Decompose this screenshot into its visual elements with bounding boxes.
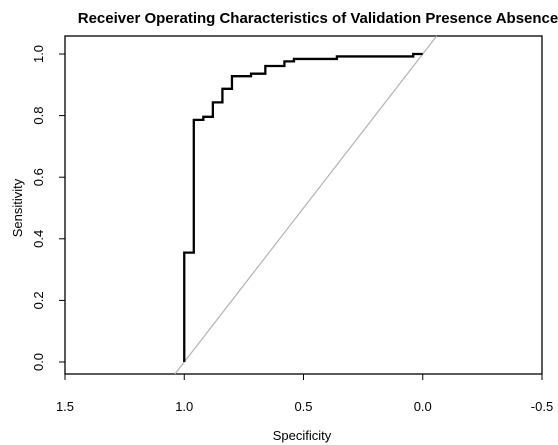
y-tick-label: 0.8 (31, 107, 46, 125)
x-axis-label: Specificity (273, 428, 332, 443)
y-axis-label: Sensitivity (10, 178, 25, 237)
reference-line (174, 35, 438, 375)
y-tick-label: 0.4 (31, 230, 46, 248)
y-axis: 0.0 0.2 0.4 0.6 0.8 1.0 (31, 45, 65, 371)
y-tick-label: 0.6 (31, 168, 46, 186)
x-tick-label: 1.0 (175, 399, 193, 414)
chart-title: Receiver Operating Characteristics of Va… (78, 10, 558, 27)
plot-frame (64, 35, 543, 375)
y-tick-label: 1.0 (31, 45, 46, 63)
y-tick-label: 0.0 (31, 353, 46, 371)
x-tick-label: 1.5 (56, 399, 74, 414)
x-axis: 1.5 1.0 0.5 0.0 -0.5 (56, 374, 553, 414)
x-tick-label: 0.0 (414, 399, 432, 414)
x-tick-label: -0.5 (531, 399, 553, 414)
y-tick-label: 0.2 (31, 291, 46, 309)
x-tick-label: 0.5 (294, 399, 312, 414)
roc-curve (183, 52, 423, 362)
